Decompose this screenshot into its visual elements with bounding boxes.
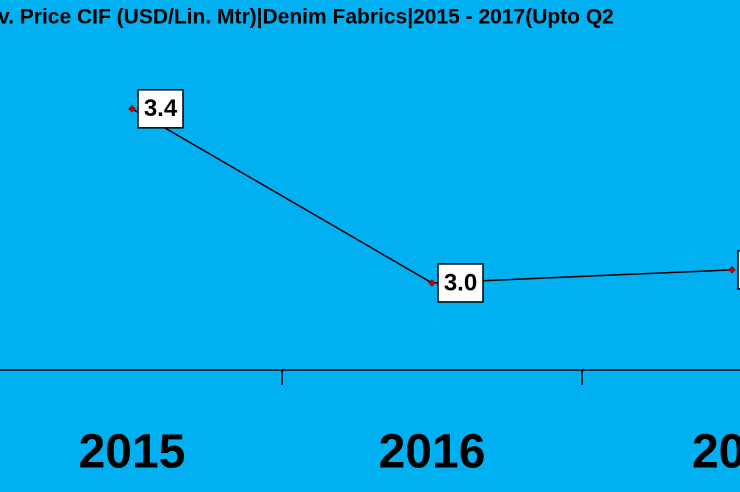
label-box [737,250,740,290]
chart-title: v. Price CIF (USD/Lin. Mtr)|Denim Fabric… [0,6,614,29]
marker [428,279,436,287]
x-tick-label: 2016 [379,426,486,479]
marker [728,266,736,274]
marker [128,104,136,113]
label-box [437,263,484,303]
x-tick-label: 2015 [79,426,186,479]
label-box [137,89,184,129]
x-tick-label: 201 [692,426,740,479]
data-label: 3.0 [444,269,477,296]
data-label: 3.4 [144,95,178,122]
